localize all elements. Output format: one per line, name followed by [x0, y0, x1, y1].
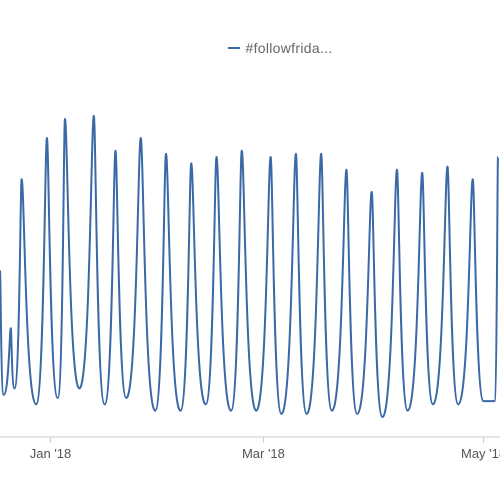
series-point-trough[interactable]: [11, 385, 17, 391]
series-point-trough[interactable]: [354, 411, 360, 417]
legend-line-icon: [227, 47, 240, 49]
series-point-trough[interactable]: [380, 414, 386, 420]
series-point-peak[interactable]: [293, 151, 299, 157]
x-tick-label: Jan '18: [30, 446, 72, 461]
series-point-trough[interactable]: [203, 401, 209, 407]
series-point-peak[interactable]: [419, 170, 425, 176]
series-point-trough[interactable]: [1, 392, 7, 398]
series-point-peak[interactable]: [8, 325, 14, 331]
series-point-trough[interactable]: [304, 411, 310, 417]
series-point-peak[interactable]: [91, 113, 97, 119]
series-point-trough[interactable]: [253, 408, 259, 414]
series-point-peak[interactable]: [394, 167, 400, 173]
series-layer: [0, 113, 500, 420]
series-point-trough[interactable]: [405, 408, 411, 414]
series-point-peak[interactable]: [44, 135, 50, 141]
series-point-peak[interactable]: [470, 176, 476, 182]
series-point-trough[interactable]: [491, 398, 497, 404]
series-point-peak[interactable]: [318, 151, 324, 157]
legend: #followfrida...: [0, 36, 500, 56]
series-point-trough[interactable]: [329, 408, 335, 414]
series-point-peak[interactable]: [239, 148, 245, 154]
series-point-peak[interactable]: [163, 151, 169, 157]
series-point-trough[interactable]: [55, 395, 61, 401]
series-point-peak[interactable]: [188, 160, 194, 166]
series-point-peak[interactable]: [343, 167, 349, 173]
series-point-trough[interactable]: [228, 408, 234, 414]
series-point-trough[interactable]: [33, 401, 39, 407]
series-point-peak[interactable]: [0, 268, 3, 274]
x-axis-ticks: Jan '18 Mar '18 May '18: [30, 437, 500, 461]
series-point-peak[interactable]: [112, 148, 118, 154]
series-point-trough[interactable]: [481, 398, 487, 404]
x-tick-label: May '18: [461, 446, 500, 461]
series-point-peak[interactable]: [369, 189, 375, 195]
legend-item-series-0[interactable]: #followfrida...: [227, 40, 333, 56]
x-tick-label: Mar '18: [242, 446, 285, 461]
series-point-trough[interactable]: [177, 408, 183, 414]
series-point-peak[interactable]: [214, 154, 220, 160]
series-point-peak[interactable]: [19, 176, 25, 182]
series-point-peak[interactable]: [62, 116, 68, 122]
series-point-trough[interactable]: [278, 411, 284, 417]
series-point-peak[interactable]: [138, 135, 144, 141]
series-point-trough[interactable]: [455, 401, 461, 407]
series-point-trough[interactable]: [430, 401, 436, 407]
legend-label: #followfrida...: [245, 40, 333, 56]
series-point-trough[interactable]: [76, 385, 82, 391]
series-point-trough[interactable]: [123, 395, 129, 401]
series-point-peak[interactable]: [444, 164, 450, 170]
series-point-trough[interactable]: [102, 401, 108, 407]
series-point-trough[interactable]: [152, 408, 158, 414]
series-point-peak[interactable]: [495, 154, 500, 160]
series-point-peak[interactable]: [268, 154, 274, 160]
series-line-followfrida[interactable]: [0, 114, 499, 418]
